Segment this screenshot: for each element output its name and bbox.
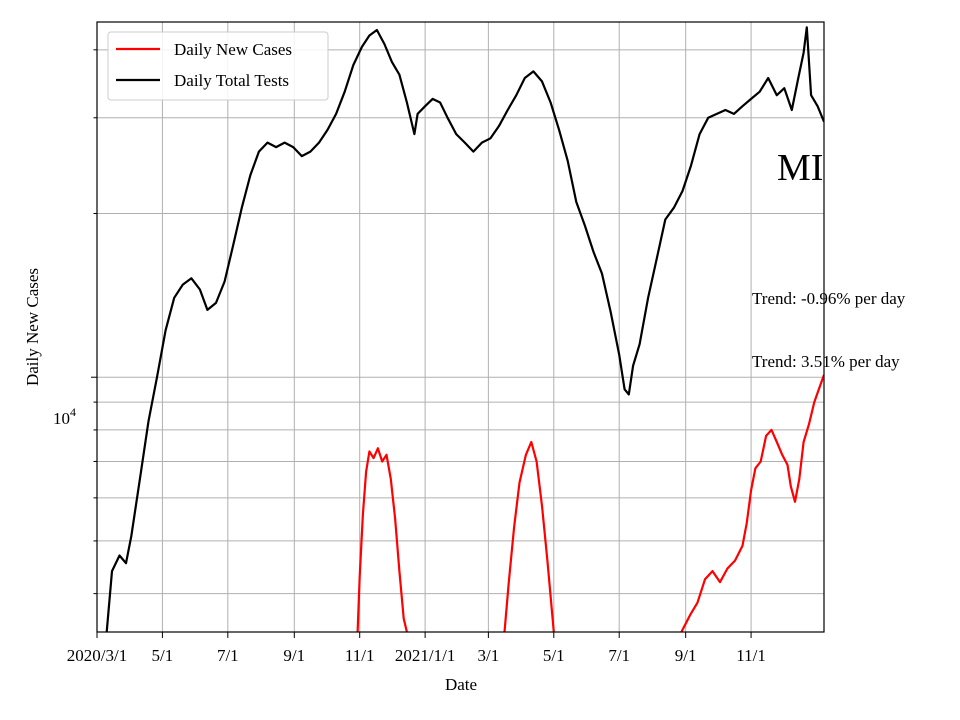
x-tick-label: 2021/1/1 bbox=[395, 646, 455, 665]
x-tick-label: 5/1 bbox=[152, 646, 174, 665]
x-tick-label: 9/1 bbox=[283, 646, 305, 665]
y-axis bbox=[91, 49, 97, 595]
x-tick-label: 2020/3/1 bbox=[67, 646, 127, 665]
series-daily-new-cases bbox=[356, 374, 824, 632]
legend: Daily New Cases Daily Total Tests bbox=[107, 31, 329, 101]
series-daily-total-tests bbox=[105, 26, 824, 632]
y-tick-base: 10 bbox=[53, 409, 70, 428]
x-tick-label: 3/1 bbox=[478, 646, 500, 665]
plot-area bbox=[105, 26, 824, 632]
series-line bbox=[680, 374, 824, 632]
x-axis-label: Date bbox=[445, 675, 477, 694]
annotation-trend-tests: Trend: -0.96% per day bbox=[752, 289, 906, 308]
svg-text:104: 104 bbox=[53, 405, 76, 428]
x-tick-label: 5/1 bbox=[543, 646, 565, 665]
annotations: MI Trend: -0.96% per day Trend: 3.51% pe… bbox=[752, 147, 906, 371]
annotation-trend-cases: Trend: 3.51% per day bbox=[752, 352, 900, 371]
legend-label-daily-new-cases: Daily New Cases bbox=[174, 40, 292, 59]
series-line bbox=[356, 447, 408, 632]
y-tick-label-10e4: 104 bbox=[53, 405, 76, 428]
annotation-state: MI bbox=[777, 147, 823, 189]
x-tick-label: 7/1 bbox=[217, 646, 239, 665]
legend-box bbox=[107, 31, 329, 101]
x-tick-label: 7/1 bbox=[608, 646, 630, 665]
legend-label-daily-total-tests: Daily Total Tests bbox=[174, 71, 289, 90]
y-axis-label: Daily New Cases bbox=[23, 268, 42, 386]
x-axis: 2020/3/1 5/1 7/1 9/1 11/1 2021/1/1 3/1 5/1 7/1 9/… bbox=[67, 632, 766, 665]
plot-border bbox=[96, 21, 825, 633]
y-tick-exponent: 4 bbox=[70, 405, 76, 419]
x-tick-label: 11/1 bbox=[736, 646, 766, 665]
x-tick-label: 11/1 bbox=[345, 646, 375, 665]
x-tick-label: 9/1 bbox=[675, 646, 697, 665]
series-line bbox=[105, 26, 824, 632]
series-line bbox=[503, 440, 555, 632]
axes-frame bbox=[96, 21, 825, 633]
grid bbox=[96, 22, 824, 632]
